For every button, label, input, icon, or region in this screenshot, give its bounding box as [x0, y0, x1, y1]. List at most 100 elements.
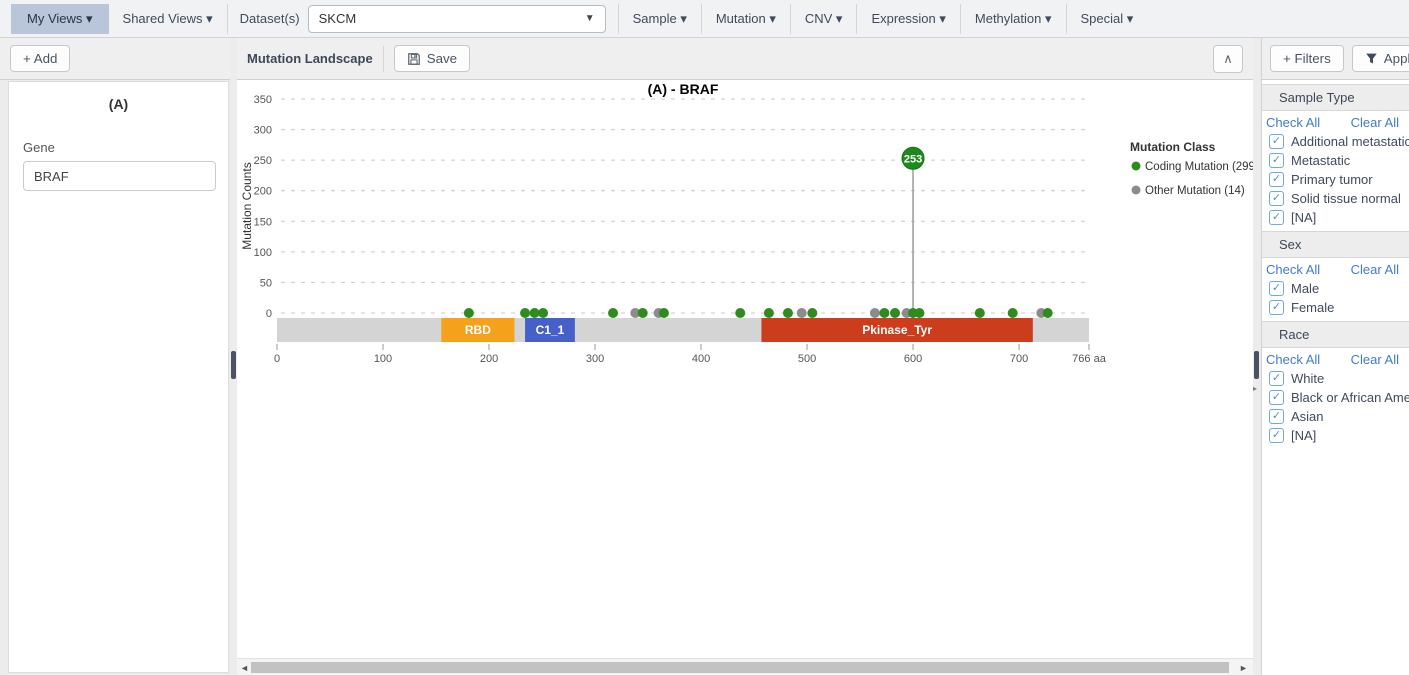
filter-option: ✓ Black or African American — [1262, 388, 1409, 407]
svg-text:Other Mutation (14): Other Mutation (14) — [1145, 185, 1245, 197]
svg-text:Pkinase_Tyr: Pkinase_Tyr — [862, 323, 932, 337]
menu-special[interactable]: Special ▾ — [1080, 10, 1134, 26]
filter-option-label: Female — [1291, 300, 1335, 315]
dataset-label: Dataset(s) — [239, 11, 300, 26]
menu-shared-views[interactable]: Shared Views ▾ — [122, 10, 213, 26]
save-button-label: Save — [426, 51, 458, 66]
menu-my-views[interactable]: My Views ▾ — [11, 3, 109, 34]
scroll-left-icon[interactable]: ◄ — [240, 662, 249, 673]
svg-text:C1_1: C1_1 — [536, 323, 565, 337]
section-title[interactable]: Sex — [1262, 231, 1409, 258]
check-all-link[interactable]: Check All — [1266, 115, 1321, 130]
checkbox[interactable]: ✓ — [1269, 281, 1284, 296]
main-panel-header: Mutation Landscape Save ∧ — [237, 38, 1253, 80]
svg-text:50: 50 — [260, 277, 272, 289]
add-filters-button[interactable]: + Filters — [1270, 45, 1344, 72]
checkbox[interactable]: ✓ — [1269, 409, 1284, 424]
checkbox[interactable]: ✓ — [1269, 371, 1284, 386]
filter-option-label: [NA] — [1291, 428, 1317, 443]
check-clear-row: Check All Clear All — [1262, 348, 1409, 369]
filter-option: ✓ Metastatic — [1262, 151, 1409, 170]
panel-title: Mutation Landscape — [247, 51, 373, 66]
left-splitter-handle[interactable] — [231, 351, 236, 379]
left-panel: + Add (A) Gene — [0, 38, 230, 675]
checkbox[interactable]: ✓ — [1269, 428, 1284, 443]
svg-text:Mutation Counts: Mutation Counts — [240, 162, 254, 249]
collapse-panel-button[interactable]: ∧ — [1213, 44, 1243, 73]
svg-text:100: 100 — [374, 353, 392, 365]
clear-all-link[interactable]: Clear All — [1350, 352, 1399, 367]
section-title[interactable]: Sample Type — [1262, 84, 1409, 111]
checkbox[interactable]: ✓ — [1269, 153, 1284, 168]
checkbox[interactable]: ✓ — [1269, 390, 1284, 405]
menu-methylation[interactable]: Methylation ▾ — [974, 10, 1052, 26]
clear-all-link[interactable]: Clear All — [1350, 115, 1399, 130]
left-panel-header: + Add — [0, 38, 230, 80]
view-card-title: (A) — [108, 96, 129, 112]
svg-text:200: 200 — [480, 353, 498, 365]
filters-panel: + Filters Apply Sample Type Check All Clea… — [1261, 38, 1409, 675]
filter-section-race: Race Check All Clear All ✓ White ✓ Black or Af… — [1262, 321, 1409, 445]
toolbar-separator — [789, 3, 791, 34]
dataset-select[interactable]: SKCM ▼ — [307, 4, 606, 33]
checkbox[interactable]: ✓ — [1269, 172, 1284, 187]
right-splitter-handle[interactable] — [1254, 351, 1259, 379]
toolbar-nav: Sample ▾ Mutation ▾ CNV ▾ Expression ▾ Methy… — [619, 0, 1148, 37]
svg-text:300: 300 — [254, 125, 272, 137]
checkbox[interactable]: ✓ — [1269, 191, 1284, 206]
menu-mutation[interactable]: Mutation ▾ — [715, 10, 776, 26]
checkbox[interactable]: ✓ — [1269, 300, 1284, 315]
view-card-a: (A) Gene — [8, 81, 229, 673]
toolbar-separator — [856, 3, 858, 34]
filter-option: ✓ Solid tissue normal — [1262, 189, 1409, 208]
filter-section-sex: Sex Check All Clear All ✓ Male ✓ Female — [1262, 231, 1409, 317]
filter-option: ✓ White — [1262, 369, 1409, 388]
svg-text:Coding Mutation (299): Coding Mutation (299) — [1145, 161, 1253, 173]
check-all-link[interactable]: Check All — [1266, 262, 1321, 277]
apply-button-label: Apply — [1383, 51, 1409, 66]
svg-text:300: 300 — [586, 353, 604, 365]
filter-section-sample-type: Sample Type Check All Clear All ✓ Additional… — [1262, 84, 1409, 227]
menu-sample[interactable]: Sample ▾ — [632, 10, 687, 26]
filter-option: ✓ [NA] — [1262, 426, 1409, 445]
svg-text:200: 200 — [254, 186, 272, 198]
scroll-right-icon[interactable]: ► — [1239, 662, 1248, 673]
filter-option-label: Asian — [1291, 409, 1324, 424]
filters-panel-header: + Filters Apply — [1262, 38, 1409, 80]
add-view-button[interactable]: + Add — [10, 45, 71, 72]
dataset-select-value: SKCM — [318, 11, 357, 26]
checkbox[interactable]: ✓ — [1269, 210, 1284, 225]
svg-text:350: 350 — [254, 94, 272, 106]
apply-filters-button[interactable]: Apply — [1351, 45, 1409, 72]
svg-text:Mutation Class: Mutation Class — [1130, 140, 1216, 154]
left-splitter — [230, 38, 237, 675]
filter-option-label: White — [1291, 371, 1325, 386]
filter-option-label: Additional metastatic — [1291, 134, 1409, 149]
clear-all-link[interactable]: Clear All — [1350, 262, 1399, 277]
svg-text:600: 600 — [904, 353, 922, 365]
filter-option-label: Black or African American — [1291, 390, 1409, 405]
caret-down-icon: ▼ — [584, 13, 595, 24]
expand-arrow-icon[interactable]: ▸ — [1253, 384, 1258, 393]
toolbar-separator — [226, 3, 228, 34]
svg-text:250: 250 — [254, 155, 272, 167]
filter-option: ✓ Asian — [1262, 407, 1409, 426]
toolbar-separator — [617, 3, 619, 34]
section-title[interactable]: Race — [1262, 321, 1409, 348]
menu-cnv[interactable]: CNV ▾ — [804, 10, 843, 26]
right-splitter: ▸ — [1253, 38, 1261, 675]
scrollbar-thumb[interactable] — [251, 662, 1229, 673]
svg-text:(A) - BRAF: (A) - BRAF — [648, 81, 719, 97]
menu-expression[interactable]: Expression ▾ — [871, 10, 946, 26]
collapse-icon: ∧ — [1223, 50, 1233, 66]
chart-area: (A) - BRAF 0 50 100 150 200 250 300 350 Mutation … — [237, 80, 1253, 658]
toolbar-separator — [959, 3, 961, 34]
horizontal-scrollbar[interactable]: ◄ ► — [237, 658, 1253, 675]
svg-text:0: 0 — [266, 308, 272, 320]
mutation-lollipop-chart[interactable]: (A) - BRAF 0 50 100 150 200 250 300 350 Mutation … — [237, 80, 1253, 390]
check-all-link[interactable]: Check All — [1266, 352, 1321, 367]
checkbox[interactable]: ✓ — [1269, 134, 1284, 149]
save-button[interactable]: Save — [393, 45, 471, 72]
gene-input[interactable] — [23, 161, 216, 191]
save-icon — [407, 52, 420, 65]
